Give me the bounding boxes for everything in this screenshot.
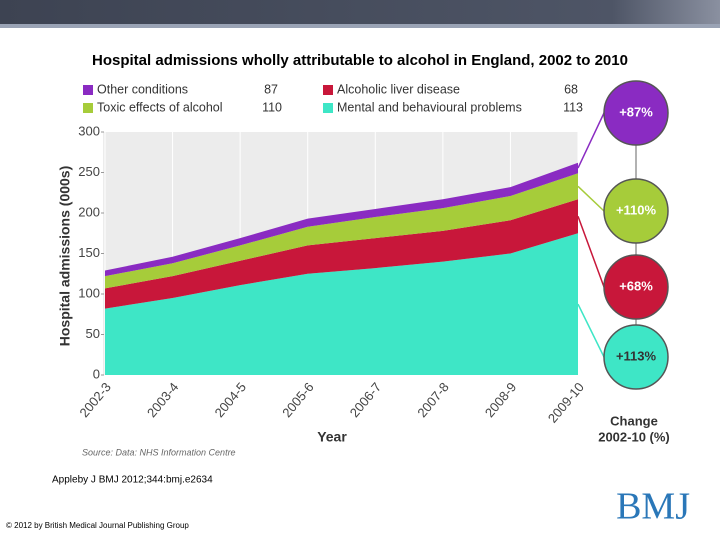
x-tick-label: 2005-6 [279,379,317,420]
y-tick-label: 150 [78,245,100,260]
area [105,162,578,277]
x-tick-label: 2007-8 [414,379,452,420]
x-tick-label: 2009-10 [545,379,587,425]
logo: BMJ [616,486,690,528]
connector [577,112,605,169]
change-label: +113% [616,348,657,363]
x-axis-label: Year [317,429,347,445]
area [105,173,578,289]
y-tick-label: 300 [78,123,100,138]
legend-value: 87 [264,82,278,96]
change-label: +87% [619,104,653,119]
legend-label: Mental and behavioural problems [337,100,522,114]
change-heading: Change [610,413,658,428]
y-axis-label: Hospital admissions (000s) [57,166,73,347]
y-tick-label: 0 [93,366,100,381]
x-tick-label: 2002-3 [76,379,114,420]
top-bar [0,0,720,24]
y-tick-label: 50 [86,326,100,341]
chart-title: Hospital admissions wholly attributable … [92,52,628,69]
change-circle [603,178,669,244]
area [105,233,578,375]
y-tick-label: 250 [78,164,100,179]
copyright: © 2012 by British Medical Journal Publis… [6,521,189,530]
y-tick-label: 200 [78,204,100,219]
legend-label: Toxic effects of alcohol [97,100,223,114]
connector [577,215,605,288]
legend-label: Other conditions [97,82,188,96]
connector [577,185,605,212]
source-note: Source: Data: NHS Information Centre [82,447,236,457]
x-tick-label: 2008-9 [482,379,520,420]
x-tick-label: 2006-7 [347,379,385,420]
top-bar-stripe [0,24,720,28]
legend-value: 113 [563,100,583,114]
legend-swatch [83,85,93,95]
x-tick-label: 2003-4 [144,379,182,420]
change-label: +68% [619,278,653,293]
area [105,199,578,309]
x-tick-label: 2004-5 [212,379,250,420]
change-circle [603,80,669,146]
change-circle [603,254,669,320]
legend-swatch [323,85,333,95]
connector [577,303,605,358]
citation: Appleby J BMJ 2012;344:bmj.e2634 [52,475,213,486]
legend-label: Alcoholic liver disease [337,82,460,96]
legend-value: 68 [564,82,578,96]
legend-swatch [323,103,333,113]
legend-swatch [83,103,93,113]
change-label: +110% [616,202,657,217]
change-heading: 2002-10 (%) [598,429,670,444]
y-tick-label: 100 [78,285,100,300]
change-circle [603,324,669,390]
legend-value: 110 [262,100,282,114]
